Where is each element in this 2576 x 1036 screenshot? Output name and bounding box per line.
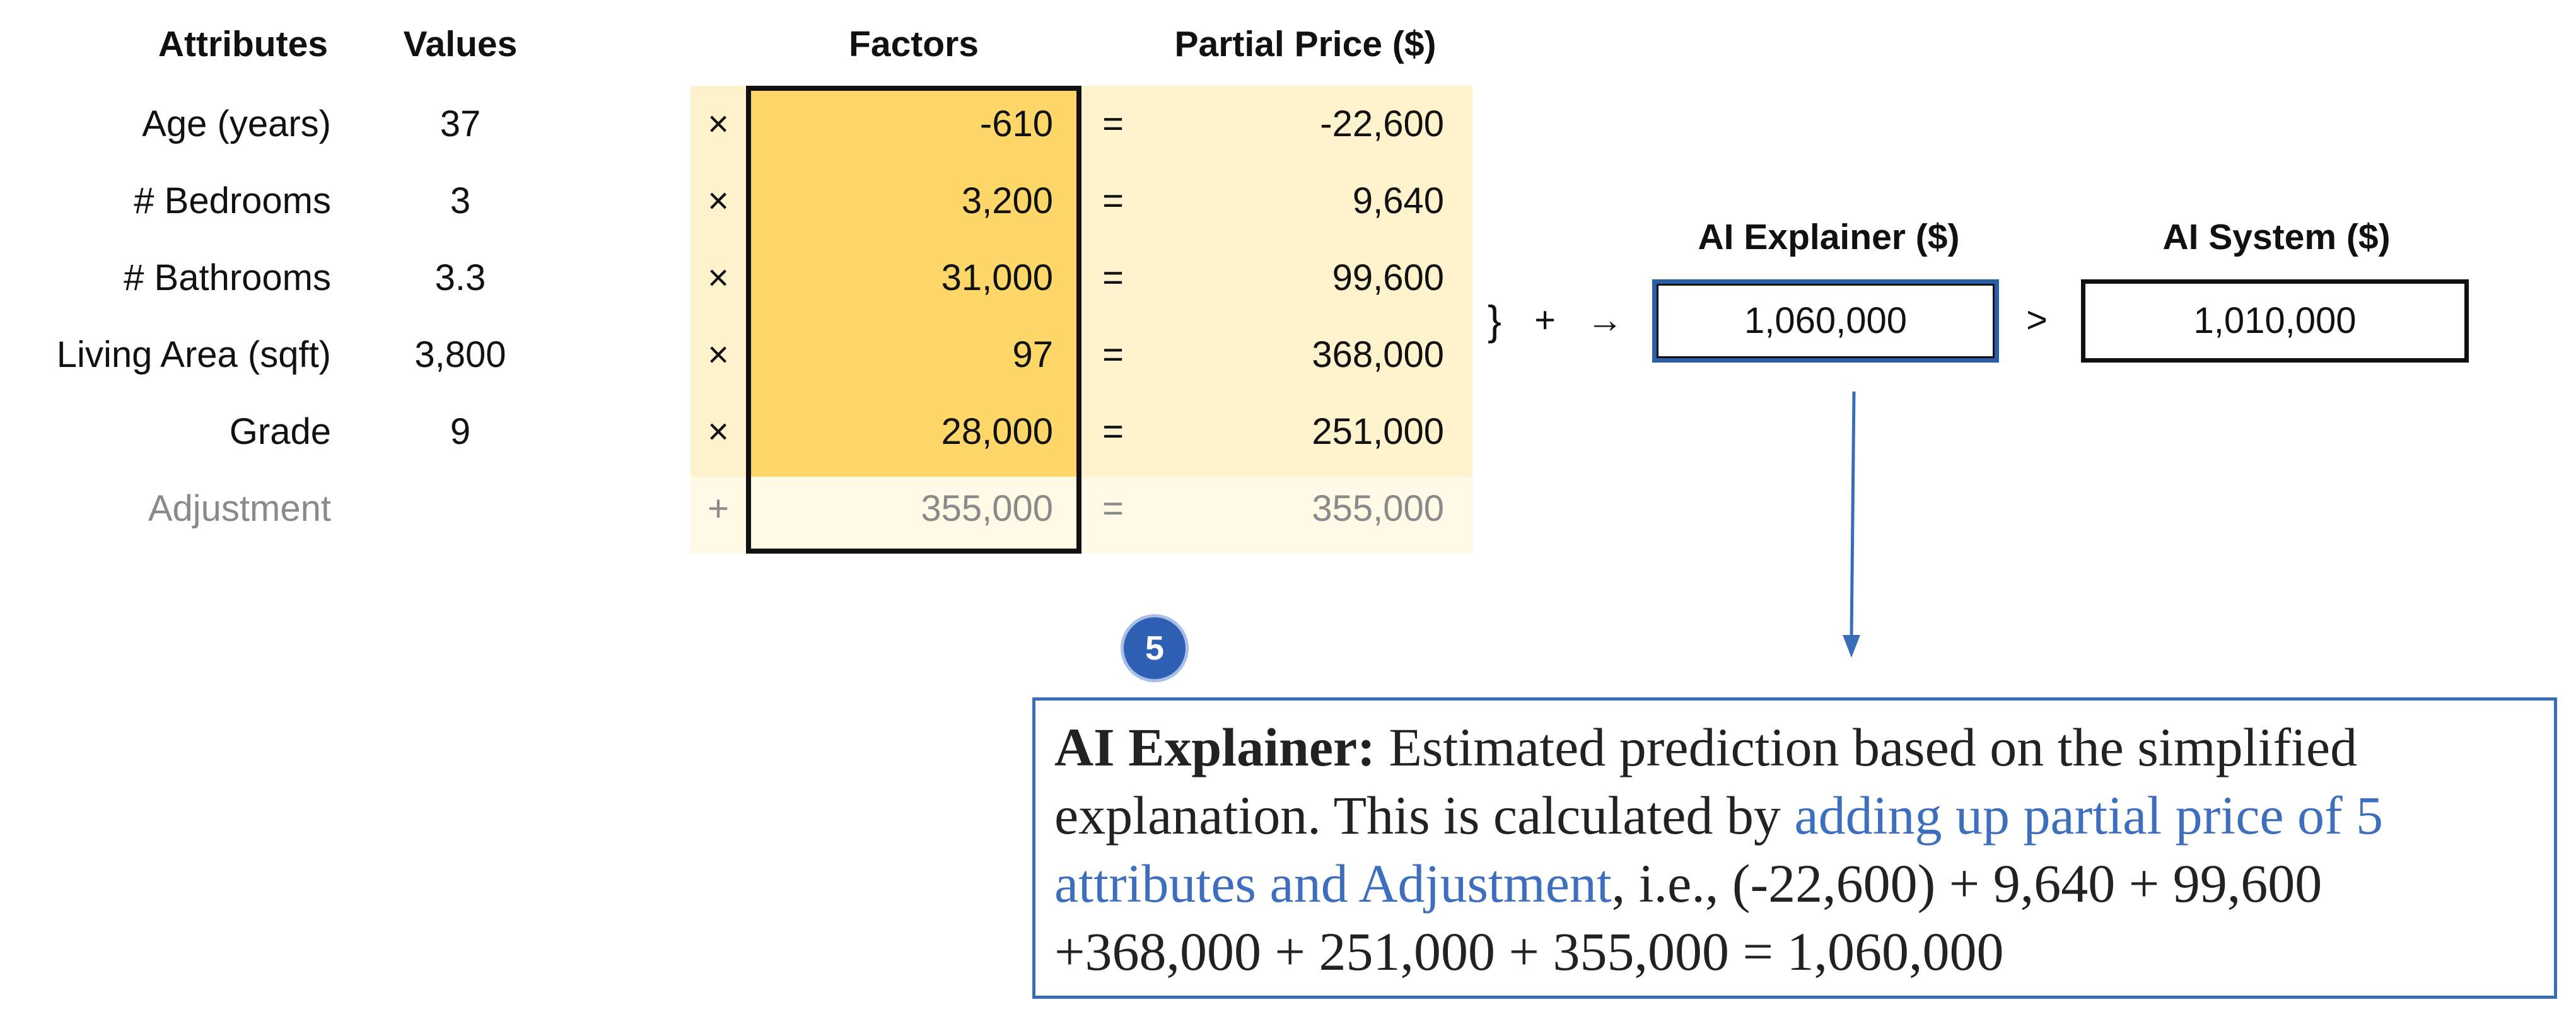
explanation-callout: AI Explainer: Estimated prediction based…	[1032, 697, 2557, 999]
ai-explainer-value-box: 1,060,000	[1652, 279, 1999, 363]
multiply-symbol: ×	[708, 103, 729, 144]
factor-column-bg	[746, 86, 1081, 477]
attribute-value: 3	[450, 180, 471, 221]
header-ai-system: AI System ($)	[2162, 217, 2391, 257]
partial-price-value: 368,000	[1312, 334, 1444, 375]
factor-value: 97	[1012, 334, 1053, 375]
factors-column-outline	[746, 86, 1081, 554]
attribute-label: Living Area (sqft)	[56, 334, 331, 375]
header-attributes: Attributes	[158, 24, 328, 64]
factor-value: -610	[979, 103, 1053, 144]
arrow-right-icon: →	[1587, 300, 1623, 340]
multiply-symbol: ×	[708, 257, 729, 298]
attribute-value: 37	[440, 103, 481, 144]
equals-symbol: =	[1102, 334, 1124, 375]
adjustment-row-bg	[691, 477, 1472, 554]
partial-column-bg	[1081, 86, 1472, 477]
op-column-bg	[691, 86, 746, 477]
plus-symbol: +	[708, 488, 729, 529]
header-factors: Factors	[849, 24, 979, 64]
explanation-highlight: adding up partial price of 5 attributes …	[1054, 785, 2384, 914]
equals-symbol: =	[1102, 257, 1124, 298]
multiply-symbol: ×	[708, 411, 729, 452]
sum-plus-symbol: +	[1534, 300, 1556, 340]
attribute-label: # Bedrooms	[134, 180, 331, 221]
header-partial-price: Partial Price ($)	[1174, 24, 1437, 64]
explanation-text-2: , i.e., (-22,600) + 9,640 + 99,600 +368,…	[1054, 853, 2322, 982]
adjustment-label: Adjustment	[148, 488, 331, 529]
partial-price-value: -22,600	[1320, 103, 1444, 144]
factor-value: 31,000	[941, 257, 1053, 298]
greater-than-symbol: >	[2026, 300, 2048, 340]
multiply-symbol: ×	[708, 334, 729, 375]
partial-price-value: 251,000	[1312, 411, 1444, 452]
attribute-label: Grade	[229, 411, 331, 452]
factor-value: 3,200	[961, 180, 1053, 221]
attribute-value: 9	[450, 411, 471, 452]
equals-symbol: =	[1102, 103, 1124, 144]
multiply-symbol: ×	[708, 180, 729, 221]
explanation-text-1: Estimated prediction based on the simpli…	[1054, 717, 2358, 846]
attribute-label: Age (years)	[142, 103, 331, 144]
partial-price-value: 9,640	[1352, 180, 1444, 221]
brace-symbol: }	[1487, 297, 1502, 344]
attribute-value: 3,800	[414, 334, 506, 375]
equals-symbol: =	[1102, 411, 1124, 452]
header-ai-explainer: AI Explainer ($)	[1698, 217, 1960, 257]
adjustment-partial-price: 355,000	[1312, 488, 1444, 529]
attribute-value: 3.3	[434, 257, 486, 298]
connector-arrow	[1843, 391, 1860, 658]
step-badge: 5	[1121, 614, 1189, 682]
equals-symbol: =	[1102, 180, 1124, 221]
ai-system-value-box: 1,010,000	[2081, 279, 2469, 363]
attribute-label: # Bathrooms	[124, 257, 331, 298]
adjustment-factor: 355,000	[921, 488, 1053, 529]
partial-price-value: 99,600	[1332, 257, 1444, 298]
explanation-lead: AI Explainer:	[1054, 717, 1375, 777]
header-values: Values	[403, 24, 518, 64]
equals-symbol: =	[1102, 488, 1124, 529]
factor-value: 28,000	[941, 411, 1053, 452]
